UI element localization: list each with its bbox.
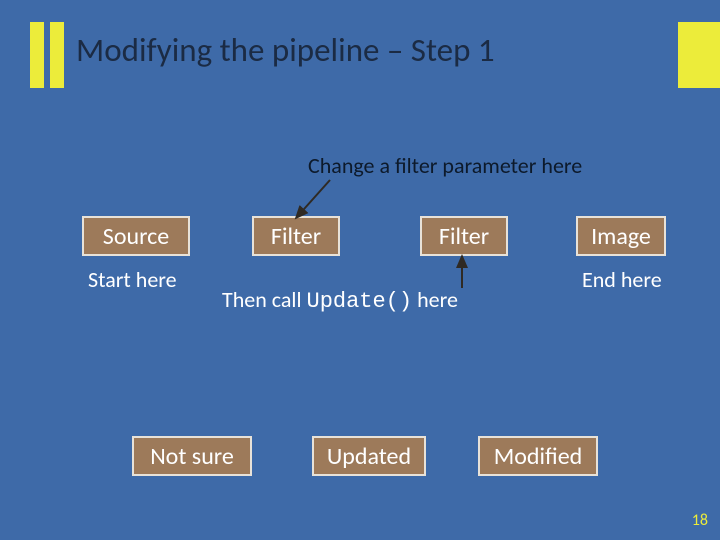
title-bar: Modifying the pipeline – Step 1 (0, 22, 720, 88)
accent-bar-left-1 (30, 22, 44, 88)
slide: Modifying the pipeline – Step 1 Change a… (0, 0, 720, 540)
node-filter-1: Filter (252, 216, 340, 256)
caption-mid-suffix: here (412, 286, 458, 313)
caption-mid-code: Update() (307, 289, 413, 314)
page-number: 18 (692, 511, 708, 530)
status-modified: Modified (478, 436, 598, 476)
caption-start-here: Start here (88, 266, 177, 293)
caption-end-here: End here (582, 266, 662, 293)
node-filter-2: Filter (420, 216, 508, 256)
accent-bar-right (678, 22, 720, 88)
status-updated: Updated (312, 436, 426, 476)
pipeline-row: Source Filter Filter Image (0, 216, 720, 266)
status-row: Not sure Updated Modified (0, 436, 720, 486)
caption-change-parameter: Change a filter parameter here (308, 152, 582, 179)
node-image: Image (576, 216, 666, 256)
accent-bar-left-2 (50, 22, 64, 88)
slide-title: Modifying the pipeline – Step 1 (76, 30, 495, 70)
caption-then-call-update: Then call Update() here (222, 286, 458, 314)
status-not-sure: Not sure (132, 436, 252, 476)
caption-mid-prefix: Then call (222, 286, 307, 313)
node-source: Source (82, 216, 190, 256)
